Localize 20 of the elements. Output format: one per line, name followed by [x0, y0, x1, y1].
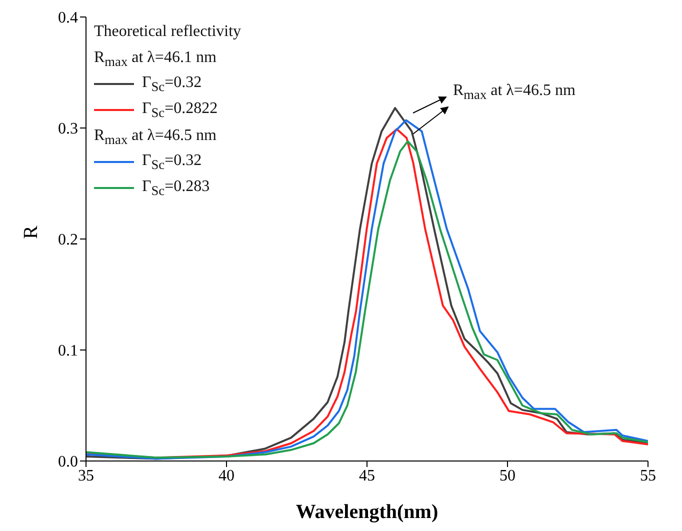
y-tick-label: 0.0	[58, 454, 78, 471]
annotation: R$_{max}$ at λ=46.1 nm	[94, 49, 216, 70]
annotation: R$_{max}$ at λ=46.5 nm	[453, 82, 576, 102]
legend-title: Theoretical reflectivity	[94, 22, 242, 42]
y-tick-label: 0.2	[58, 232, 78, 249]
y-tick-label: 0.1	[58, 342, 78, 360]
x-tick-label: 55	[640, 467, 656, 484]
y-tick-label: 0.3	[58, 120, 78, 138]
y-tick-label: 0.4	[58, 10, 78, 27]
x-tick-label: 40	[218, 467, 234, 484]
x-axis-title: Wavelength(nm)	[296, 501, 438, 523]
legend-label: Γ$_{Sc}$=0.283	[142, 178, 210, 198]
x-tick-label: 35	[78, 467, 94, 484]
x-tick-label: 45	[359, 467, 375, 484]
legend-label: Γ$_{Sc}$=0.2822	[142, 100, 218, 120]
x-tick-label: 50	[500, 467, 516, 484]
legend-label: Γ$_{Sc}$=0.32	[142, 152, 202, 172]
legend-label: Γ$_{Sc}$=0.32	[142, 74, 202, 94]
y-axis-title: R	[20, 225, 42, 239]
annotation: R$_{max}$ at λ=46.5 nm	[94, 127, 216, 148]
